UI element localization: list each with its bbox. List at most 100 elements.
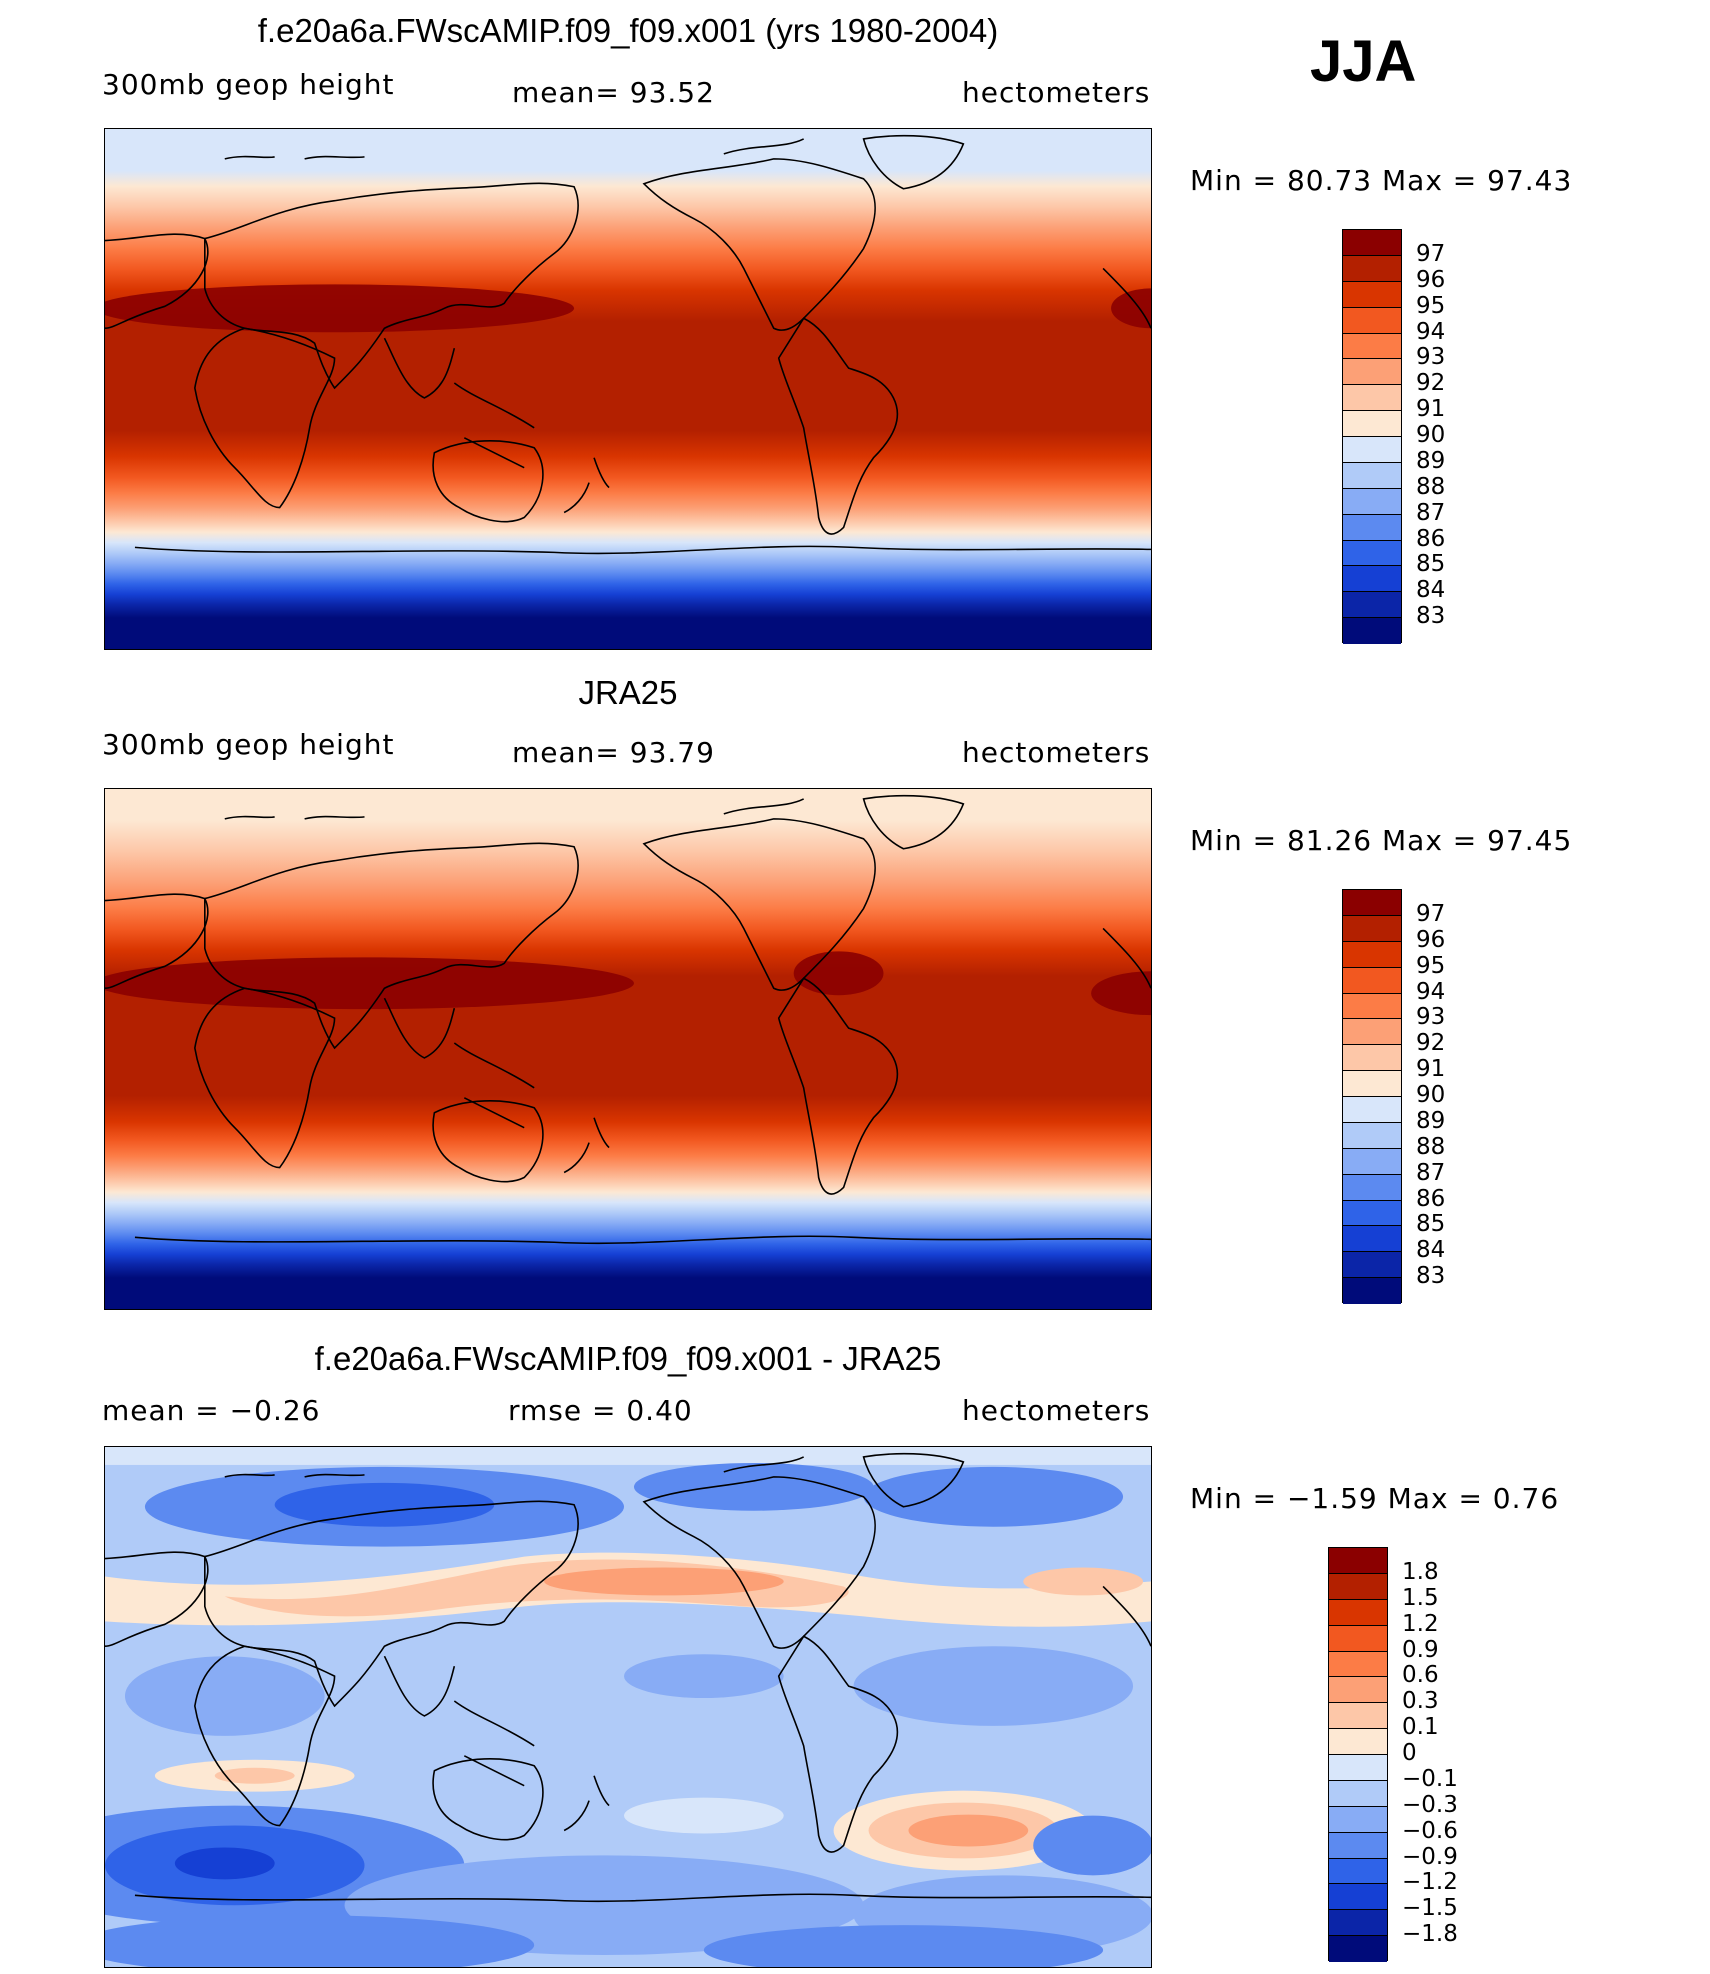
panel-1-map [104, 128, 1152, 650]
panel-1-title: f.e20a6a.FWscAMIP.f09_f09.x001 (yrs 1980… [257, 12, 999, 49]
colorbar-swatch [1343, 967, 1401, 994]
panel-3-title: f.e20a6a.FWscAMIP.f09_f09.x001 - JRA25 [314, 1340, 942, 1377]
colorbar-swatch [1343, 941, 1401, 968]
panel-3-map [104, 1446, 1152, 1968]
colorbar-swatch [1343, 230, 1401, 256]
colorbar-tick-label: −0.3 [1402, 1791, 1458, 1818]
panel-2-colorbar [1342, 889, 1402, 1304]
colorbar-swatch [1329, 1858, 1387, 1885]
colorbar-swatch [1343, 488, 1401, 515]
colorbar-tick-label: 83 [1416, 1263, 1446, 1290]
colorbar-swatch [1329, 1548, 1387, 1574]
colorbar-swatch [1343, 333, 1401, 360]
colorbar-tick-label: 86 [1416, 525, 1446, 552]
colorbar-tick-label: 83 [1416, 603, 1446, 630]
colorbar-swatch [1343, 993, 1401, 1020]
colorbar-tick-label: 1.2 [1402, 1610, 1439, 1637]
colorbar-swatch [1343, 462, 1401, 489]
colorbar-tick-label: 88 [1416, 1133, 1446, 1160]
colorbar-tick-label: −1.8 [1402, 1921, 1458, 1948]
panel-2-units-label: hectometers [962, 736, 1151, 769]
colorbar-tick-label: −0.1 [1402, 1765, 1458, 1792]
colorbar-swatch [1343, 1148, 1401, 1175]
colorbar-tick-label: 97 [1416, 240, 1446, 267]
colorbar-tick-label: 86 [1416, 1185, 1446, 1212]
colorbar-tick-label: 85 [1416, 551, 1446, 578]
colorbar-tick-label: 93 [1416, 1004, 1446, 1031]
colorbar-tick-label: 90 [1416, 422, 1446, 448]
colorbar-swatch [1329, 1832, 1387, 1859]
colorbar-tick-label: 84 [1416, 577, 1446, 604]
colorbar-swatch [1343, 359, 1401, 386]
panel-2-title: JRA25 [578, 674, 678, 711]
colorbar-swatch [1343, 281, 1401, 308]
colorbar-tick-label: 89 [1416, 1107, 1446, 1134]
colorbar-tick-label: 92 [1416, 370, 1446, 397]
colorbar-swatch [1329, 1729, 1387, 1755]
colorbar-tick-label: −1.5 [1402, 1895, 1458, 1922]
colorbar-swatch [1343, 1071, 1401, 1097]
colorbar-tick-label: 96 [1416, 926, 1446, 953]
colorbar-tick-label: 92 [1416, 1030, 1446, 1057]
colorbar-swatch [1329, 1703, 1387, 1730]
colorbar-tick-label: 96 [1416, 266, 1446, 293]
colorbar-tick-label: 89 [1416, 447, 1446, 474]
panel-2-mean-label: mean= 93.79 [512, 736, 715, 769]
colorbar-tick-label: 1.5 [1402, 1584, 1439, 1611]
colorbar-swatch [1343, 1226, 1401, 1253]
panel-3-rmse-label: rmse = 0.40 [508, 1394, 693, 1427]
colorbar-tick-label: 0.3 [1402, 1688, 1439, 1715]
colorbar-swatch [1329, 1677, 1387, 1704]
colorbar-swatch [1343, 540, 1401, 567]
colorbar-swatch [1329, 1755, 1387, 1781]
colorbar-swatch [1343, 1252, 1401, 1279]
colorbar-swatch [1343, 514, 1401, 541]
colorbar-tick-label: 91 [1416, 396, 1446, 423]
colorbar-swatch [1343, 1045, 1401, 1072]
colorbar-tick-label: 93 [1416, 344, 1446, 371]
colorbar-swatch [1343, 1097, 1401, 1123]
colorbar-tick-label: −0.9 [1402, 1843, 1458, 1870]
panel-1-variable-label: 300mb geop height [102, 68, 395, 101]
colorbar-swatch [1343, 255, 1401, 282]
colorbar-swatch [1343, 385, 1401, 412]
colorbar-swatch [1329, 1936, 1387, 1962]
colorbar-swatch [1329, 1573, 1387, 1600]
colorbar-swatch [1329, 1625, 1387, 1652]
colorbar-tick-label: 0.6 [1402, 1662, 1439, 1689]
panel-2-min-max: Min = 81.26 Max = 97.45 [1190, 824, 1573, 857]
colorbar-swatch [1329, 1651, 1387, 1678]
colorbar-tick-label: 97 [1416, 900, 1446, 927]
colorbar-tick-label: 84 [1416, 1237, 1446, 1264]
panel-2-variable-label: 300mb geop height [102, 728, 395, 761]
colorbar-tick-label: 94 [1416, 318, 1446, 345]
panel-1-colorbar [1342, 229, 1402, 644]
colorbar-swatch [1343, 411, 1401, 437]
colorbar-swatch [1329, 1910, 1387, 1937]
colorbar-swatch [1329, 1599, 1387, 1626]
colorbar-swatch [1343, 437, 1401, 463]
colorbar-tick-label: 91 [1416, 1056, 1446, 1083]
colorbar-tick-label: −1.2 [1402, 1869, 1458, 1896]
colorbar-swatch [1329, 1806, 1387, 1833]
colorbar-tick-label: 0 [1402, 1740, 1417, 1766]
panel-3-mean-label: mean = −0.26 [102, 1394, 321, 1427]
panel-1-units-label: hectometers [962, 76, 1151, 109]
colorbar-swatch [1343, 1200, 1401, 1227]
colorbar-tick-label: 85 [1416, 1211, 1446, 1238]
panel-3-units-label: hectometers [962, 1394, 1151, 1427]
colorbar-tick-label: 0.9 [1402, 1636, 1439, 1663]
colorbar-tick-label: 1.8 [1402, 1558, 1439, 1585]
colorbar-tick-label: 95 [1416, 952, 1446, 979]
colorbar-swatch [1343, 566, 1401, 593]
colorbar-swatch [1343, 618, 1401, 644]
colorbar-tick-label: 87 [1416, 1159, 1446, 1186]
panel-3-min-max: Min = −1.59 Max = 0.76 [1190, 1482, 1560, 1515]
colorbar-tick-label: −0.6 [1402, 1817, 1458, 1844]
colorbar-tick-label: 95 [1416, 292, 1446, 319]
colorbar-swatch [1343, 1174, 1401, 1201]
colorbar-swatch [1343, 1019, 1401, 1046]
colorbar-swatch [1343, 1278, 1401, 1304]
colorbar-tick-label: 0.1 [1402, 1714, 1439, 1741]
panel-3-colorbar [1328, 1547, 1388, 1962]
